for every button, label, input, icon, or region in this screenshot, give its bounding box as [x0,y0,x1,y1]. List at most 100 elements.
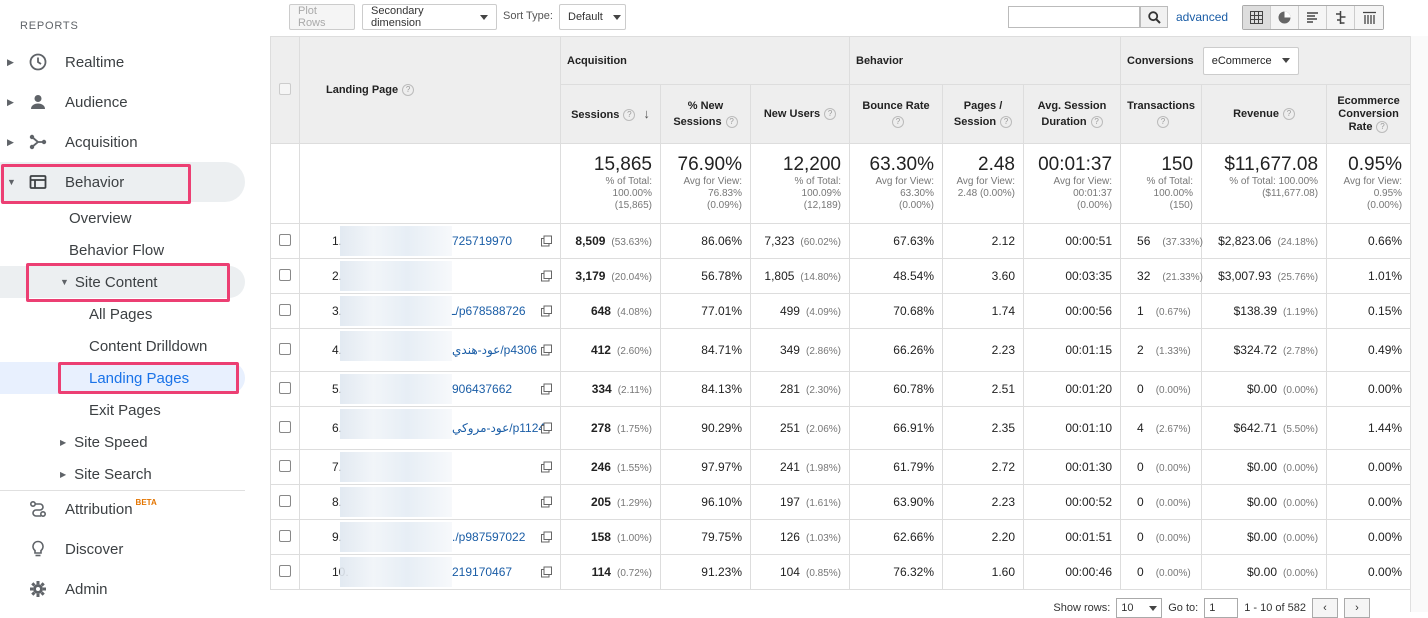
ecommerce-conversion-rate-column-header[interactable]: Ecommerce Conversion Rate? [1326,84,1412,144]
bounce-rate-cell: 60.78% [849,371,943,407]
sidebar-item-site-search[interactable]: ▶ Site Search [60,458,152,490]
open-link-icon[interactable] [541,383,552,395]
conversions-goal-value: eCommerce [1211,54,1272,67]
sessions-percent: (20.04%) [611,272,652,283]
row-checkbox[interactable] [279,459,291,472]
open-link-icon[interactable] [541,235,552,247]
pivot-view-button[interactable] [1355,6,1383,29]
help-icon[interactable]: ? [402,84,415,97]
sessions-cell: 334 (2.11%) [560,371,661,407]
pie-view-button[interactable] [1271,6,1299,29]
plot-rows-button[interactable]: Plot Rows [289,4,355,30]
sidebar-item-exit-pages[interactable]: Exit Pages [89,401,161,419]
landing-page-link[interactable]: ./p987597022 [452,530,526,544]
sessions-cell: 278 (1.75%) [560,406,661,450]
row-checkbox[interactable] [279,564,291,577]
transactions-column-header[interactable]: Transactions? [1120,84,1203,144]
open-link-icon[interactable] [541,305,552,317]
landing-pages-table: Landing Page? Acquisition Behavior Conve… [270,36,1412,590]
sessions-percent: (1.55%) [616,463,652,474]
collapse-arrow-icon: ▼ [7,177,16,187]
sidebar-item-attribution[interactable]: Attribution BETA [0,489,245,529]
sidebar-item-all-pages[interactable]: All Pages [89,305,153,323]
advanced-link[interactable]: advanced [1176,10,1229,24]
new-sessions-cell: 77.01% [660,293,751,329]
landing-page-header[interactable]: Landing Page? [299,36,561,144]
sessions-value: 412 [590,343,611,357]
open-link-icon[interactable] [541,461,552,473]
goto-page-input[interactable]: 1 [1204,598,1239,618]
row-checkbox[interactable] [279,529,291,542]
sidebar-item-audience[interactable]: ▶ Audience [0,82,245,122]
row-checkbox[interactable] [279,381,291,394]
help-icon[interactable]: ? [1376,120,1389,133]
help-icon[interactable]: ? [1000,116,1013,129]
landing-page-link[interactable]: 725719970 [452,234,513,248]
pages-session-column-header[interactable]: Pages / Session? [942,84,1024,144]
sidebar-item-admin[interactable]: Admin [0,569,245,609]
sidebar-item-overview[interactable]: Overview [69,209,132,227]
expand-arrow-icon: ▶ [7,136,14,147]
new-users-column-header[interactable]: New Users? [750,84,850,144]
bounce-rate-column-header[interactable]: Bounce Rate? [849,84,943,144]
row-checkbox[interactable] [279,303,291,316]
open-link-icon[interactable] [541,496,552,508]
open-link-icon[interactable] [541,270,552,282]
sort-type-dropdown[interactable]: Default [559,4,626,30]
landing-page-link[interactable]: عود-هندي/p4306 [452,343,538,357]
show-rows-select[interactable]: 10 [1116,598,1163,618]
row-checkbox[interactable] [279,233,291,246]
table-row: 5. 906437662 334 (2.11%) 84.13% 281 (2.30%) 60.… [270,371,1412,407]
sidebar-item-acquisition[interactable]: ▶ Acquisition [0,122,245,162]
search-button[interactable] [1140,6,1168,28]
conversions-goal-dropdown[interactable]: eCommerce [1202,46,1299,75]
new-sessions-column-header[interactable]: % New Sessions? [660,84,751,144]
sidebar-item-landing-pages[interactable]: Landing Pages [89,369,190,387]
revenue-column-header[interactable]: Revenue? [1201,84,1328,144]
row-checkbox[interactable] [279,268,291,281]
sessions-value: 205 [590,495,611,509]
help-icon[interactable]: ? [824,108,837,121]
help-icon[interactable]: ? [1282,108,1295,121]
transactions-percent: (0.67%) [1155,307,1191,318]
help-icon[interactable]: ? [623,108,636,121]
landing-page-link[interactable]: 219170467 [452,565,513,579]
open-link-icon[interactable] [541,422,552,434]
open-link-icon[interactable] [541,344,552,356]
sidebar-item-site-content[interactable]: ▼ Site Content [60,266,157,298]
previous-page-button[interactable]: ‹ [1312,598,1338,618]
landing-page-link[interactable]: 906437662 [452,382,513,396]
performance-view-button[interactable] [1299,6,1327,29]
avg-session-duration-column-header[interactable]: Avg. Session Duration? [1022,84,1122,144]
open-link-icon[interactable] [541,531,552,543]
open-link-icon[interactable] [541,566,552,578]
next-page-button[interactable]: › [1344,598,1370,618]
comparison-view-button[interactable] [1327,6,1355,29]
help-icon[interactable]: ? [725,116,738,129]
secondary-dimension-dropdown[interactable]: Secondary dimension [362,4,497,30]
table-search-input[interactable] [1008,6,1140,28]
help-icon[interactable]: ? [892,116,904,129]
help-icon[interactable]: ? [1157,116,1170,129]
sessions-value: 114 [591,565,611,579]
select-all-checkbox[interactable] [279,82,291,95]
avg-duration-cell: 00:01:51 [1022,519,1122,555]
sidebar-item-behavior[interactable]: ▼ Behavior [0,162,245,202]
vertical-scrollbar[interactable] [1410,36,1428,612]
row-checkbox[interactable] [279,494,291,507]
row-checkbox[interactable] [279,420,291,433]
sidebar-item-site-speed[interactable]: ▶ Site Speed [60,426,148,458]
sessions-column-header[interactable]: Sessions? ↓ [560,84,661,144]
table-view-button[interactable] [1243,6,1271,29]
landing-page-link[interactable]: ـ/p678588726 [452,304,526,318]
row-checkbox[interactable] [279,342,291,355]
sidebar-item-content-drilldown[interactable]: Content Drilldown [89,337,208,355]
landing-page-link[interactable]: عود-مروكي/p1124 [452,421,546,435]
sidebar-item-discover[interactable]: Discover [0,529,245,569]
sidebar-item-realtime[interactable]: ▶ Realtime [0,42,245,82]
site-content-background [0,266,245,298]
sidebar-item-behavior-flow[interactable]: Behavior Flow [69,241,165,259]
help-icon[interactable]: ? [1090,116,1103,129]
total-transactions: 150 % of Total: 100.00% (150) [1120,143,1203,224]
total-pages-session: 2.48 Avg for View: 2.48 (0.00%) [942,143,1024,224]
